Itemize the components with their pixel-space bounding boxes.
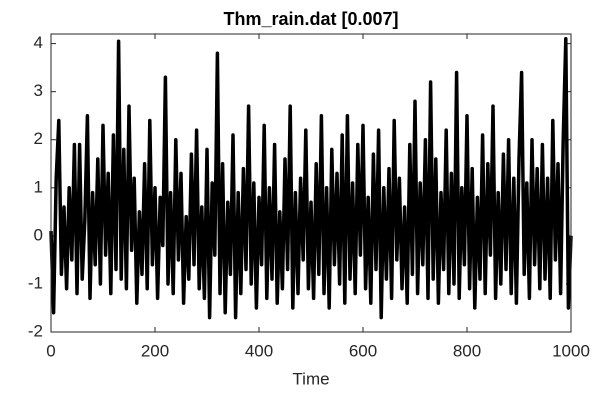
- x-tick-label: 200: [141, 341, 169, 360]
- y-tick-label: 1: [34, 177, 43, 196]
- axes-box: [50, 33, 572, 333]
- y-tick-label: 0: [34, 225, 43, 244]
- x-tick-label: 1000: [552, 341, 590, 360]
- x-tick-label: 600: [349, 341, 377, 360]
- y-tick-label: -1: [28, 273, 43, 292]
- y-tick-label: 3: [34, 81, 43, 100]
- x-tick-label: 800: [453, 341, 481, 360]
- y-tick-label: -2: [28, 321, 43, 340]
- data-line: [49, 37, 573, 320]
- x-tick-label: 0: [46, 341, 55, 360]
- chart-title: Thm_rain.dat [0.007]: [223, 9, 398, 29]
- y-tick-label: 4: [34, 33, 43, 52]
- y-tick-label: 2: [34, 129, 43, 148]
- x-tick-label: 400: [245, 341, 273, 360]
- x-axis-label: Time: [292, 369, 329, 388]
